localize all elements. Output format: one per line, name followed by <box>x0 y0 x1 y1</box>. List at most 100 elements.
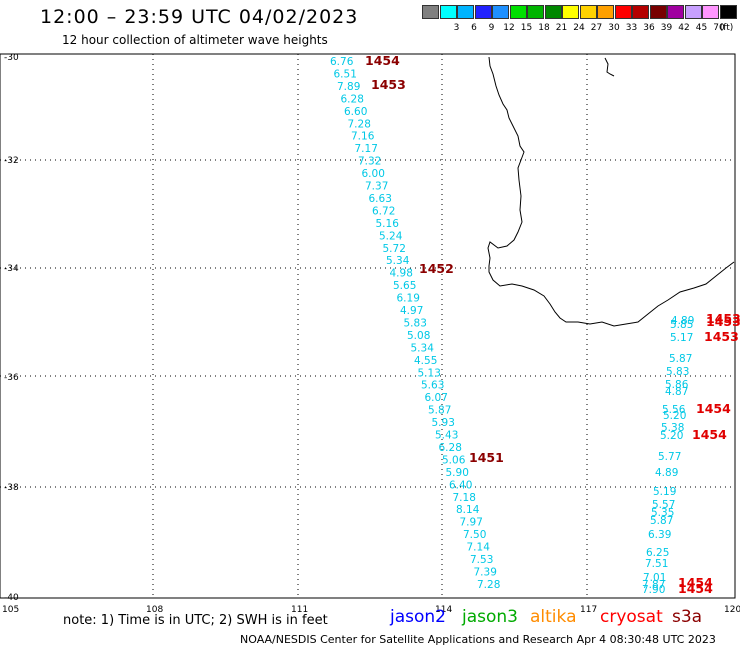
legend-swatch <box>614 5 632 19</box>
note-text: note: 1) Time is in UTC; 2) SWH is in fe… <box>63 613 328 628</box>
legend-swatch <box>702 5 719 19</box>
lon-label: 105 <box>2 605 19 615</box>
swh-value: 5.43 <box>435 430 458 442</box>
swh-value: 7.89 <box>337 81 360 93</box>
footer-credit: NOAA/NESDIS Center for Satellite Applica… <box>240 633 716 646</box>
swh-value: 6.28 <box>341 93 364 105</box>
pass-time-label: 1454 <box>678 581 713 596</box>
swh-value: 5.19 <box>653 486 676 498</box>
legend-unit: (ft) <box>719 23 734 33</box>
swh-value: 7.17 <box>355 143 378 155</box>
pass-time-label: 1454 <box>692 427 727 442</box>
legend-swatch <box>544 5 562 19</box>
altimeter-track-west: 6.766.517.896.286.607.287.167.177.326.00… <box>330 56 500 591</box>
swh-value: 5.63 <box>421 380 444 392</box>
lon-label: 120 <box>724 605 740 615</box>
swh-value: 5.16 <box>376 218 400 230</box>
swh-value: 5.87 <box>428 405 451 417</box>
swh-value: 6.25 <box>646 547 669 559</box>
swh-value: 5.17 <box>670 332 693 344</box>
lon-label: 114 <box>435 605 452 615</box>
legend-swatch <box>527 5 544 19</box>
swh-value: 5.83 <box>404 317 427 329</box>
swh-value: 4.98 <box>390 268 413 280</box>
swh-value: 7.37 <box>365 181 388 193</box>
legend-swatch <box>422 5 439 19</box>
swh-value: 6.40 <box>449 479 472 491</box>
legend-label: 3 <box>453 23 460 33</box>
lat-label: -34 <box>4 264 19 274</box>
satellite-label-jason2: jason2 <box>390 607 446 627</box>
lat-label: -30 <box>4 53 19 63</box>
swh-value: 5.34 <box>386 255 410 267</box>
map-subtitle: 12 hour collection of altimeter wave hei… <box>62 33 328 47</box>
swh-value: 7.51 <box>645 558 668 570</box>
swh-value: 5.20 <box>660 430 683 442</box>
swh-value: 5.38 <box>661 422 684 434</box>
swh-value: 5.56 <box>662 404 686 416</box>
satellite-label-s3a: s3a <box>672 607 703 627</box>
legend-label: 30 <box>608 23 620 33</box>
swh-value: 5.77 <box>658 451 681 463</box>
swh-value: 5.65 <box>393 280 416 292</box>
swh-value: 5.87 <box>669 353 692 365</box>
legend-swatch <box>457 5 474 19</box>
lat-lon-grid <box>0 54 735 598</box>
swh-value: 7.90 <box>642 584 665 596</box>
legend-swatch <box>562 5 579 19</box>
coastline-west-australia <box>487 56 735 327</box>
swh-value: 7.28 <box>348 118 371 130</box>
pass-time-label: 1454 <box>696 401 731 416</box>
swh-value: 7.53 <box>470 554 493 566</box>
map-title: 12:00 – 23:59 UTC 04/02/2023 <box>40 6 359 28</box>
coastline <box>487 56 735 327</box>
swh-value: 7.97 <box>460 517 483 529</box>
swh-value: 6.28 <box>439 442 462 454</box>
swh-value: 5.34 <box>411 342 435 354</box>
swh-value: 5.13 <box>418 367 441 379</box>
pass-time-label: 1451 <box>469 450 504 465</box>
legend-label: 36 <box>643 23 655 33</box>
legend-swatch <box>474 5 492 19</box>
swh-value: 5.20 <box>663 410 686 422</box>
legend-swatch <box>632 5 649 19</box>
legend-swatch <box>579 5 597 19</box>
swh-value: 5.90 <box>446 467 469 479</box>
swh-value: 7.32 <box>358 156 381 168</box>
pass-time-label: 1453 <box>704 329 739 344</box>
swh-value: 5.93 <box>432 417 455 429</box>
legend-swatch <box>597 5 614 19</box>
pass-time-label: 1452 <box>419 261 454 276</box>
swh-value: 6.00 <box>362 168 385 180</box>
swh-value: 6.07 <box>425 392 448 404</box>
legend-label: 21 <box>555 23 568 33</box>
swh-value: 5.86 <box>665 379 689 391</box>
swh-value: 8.14 <box>456 504 480 516</box>
swh-value: 5.08 <box>407 330 430 342</box>
swh-value: 5.06 <box>442 454 466 466</box>
lat-label: -40 <box>4 593 19 603</box>
pass-time-label: 1453 <box>706 314 740 329</box>
swh-value: 6.39 <box>648 529 671 541</box>
legend-label: 18 <box>538 23 550 33</box>
legend-label: 15 <box>520 23 533 33</box>
swh-value: 6.60 <box>344 106 367 118</box>
swh-value: 7.01 <box>643 572 666 584</box>
pass-time-label: 1453 <box>706 311 740 326</box>
swh-value: 7.16 <box>351 131 375 143</box>
lon-label: 111 <box>291 605 308 615</box>
swh-value: 6.51 <box>334 68 357 80</box>
swh-value: 5.83 <box>666 366 689 378</box>
legend-label: 70 <box>713 23 725 33</box>
satellite-label-altika: altika <box>530 607 577 627</box>
legend-label: 45 <box>695 23 708 33</box>
swh-value: 7.14 <box>467 542 491 554</box>
altimeter-track-east: 4.895.855.175.875.835.864.875.565.205.38… <box>642 315 694 596</box>
lon-label: 108 <box>146 605 163 615</box>
legend-swatch <box>649 5 667 19</box>
legend-label: 42 <box>678 23 690 33</box>
lat-label: -32 <box>4 156 19 166</box>
swh-value: 4.89 <box>671 315 694 327</box>
swh-value: 7.39 <box>474 566 497 578</box>
